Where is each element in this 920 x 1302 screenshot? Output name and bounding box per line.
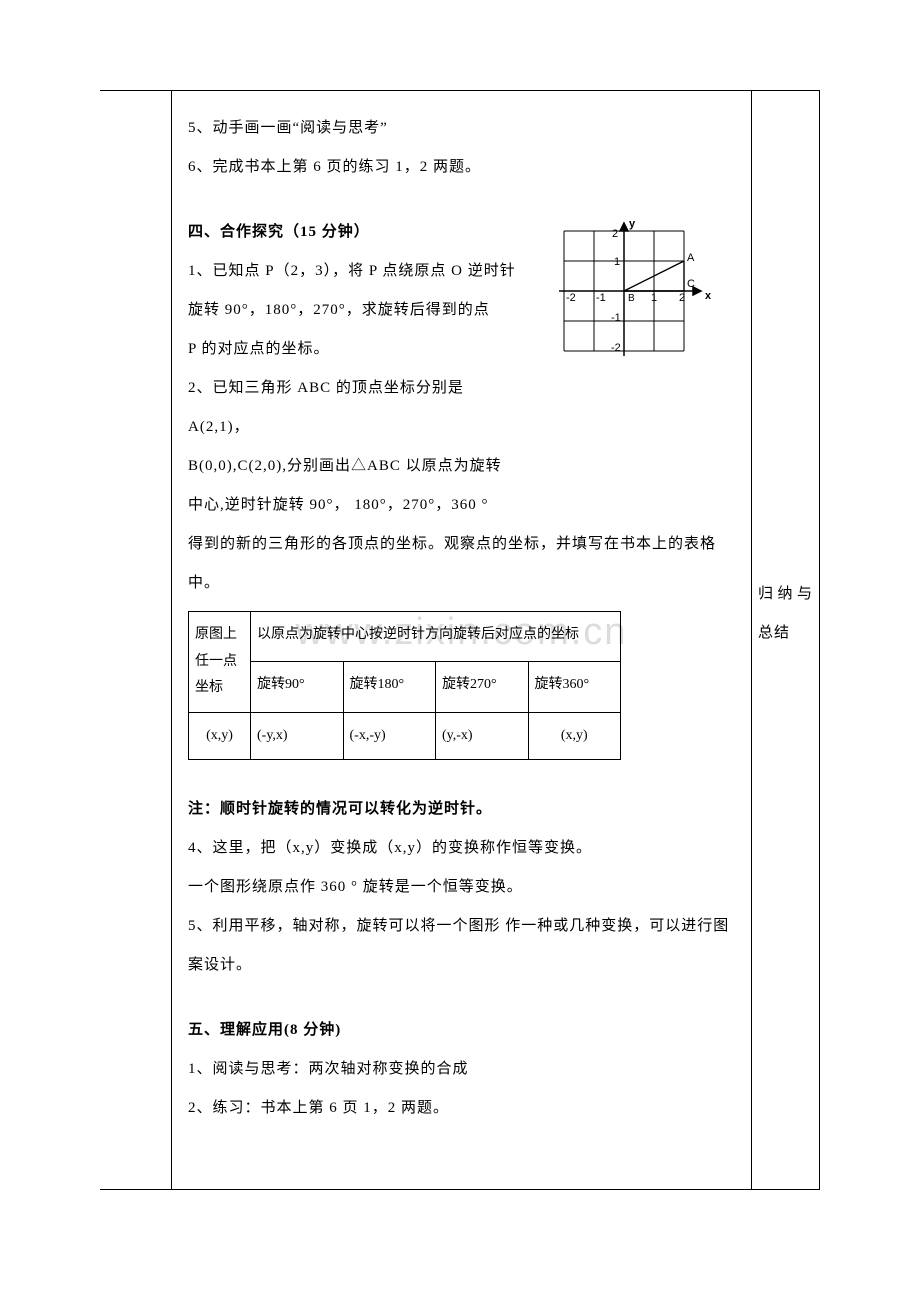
table-cell: 旋转270° xyxy=(436,662,529,712)
side-note: 归纳与总结 xyxy=(758,575,813,653)
axis-label-y: y xyxy=(629,221,636,230)
table-cell: 旋转180° xyxy=(343,662,436,712)
chart-svg: y x A B C -2 -1 1 2 2 1 -1 xyxy=(529,221,719,361)
table-cell: 旋转90° xyxy=(251,662,344,712)
tick-label: -2 xyxy=(566,292,576,304)
page: www.zixin.com.cn 5、动手画一画“阅读与思考” 6、完成书本上第… xyxy=(0,0,920,1302)
table-cell: 原图上任一点坐标 xyxy=(189,612,251,713)
body-text: 2、已知三角形 ABC 的顶点坐标分别是 A(2,1)， xyxy=(188,369,528,447)
axis-label-x: x xyxy=(705,290,712,302)
tick-label: -1 xyxy=(596,292,606,304)
table-cell: (x,y) xyxy=(189,712,251,760)
left-margin-column xyxy=(100,91,172,1189)
point-label-c: C xyxy=(687,278,695,290)
content-layer: 5、动手画一画“阅读与思考” 6、完成书本上第 6 页的练习 1，2 两题。 四… xyxy=(188,109,735,1128)
table-row: (x,y) (-y,x) (-x,-y) (y,-x) (x,y) xyxy=(189,712,621,760)
body-text: 中心,逆时针旋转 90°， 180°，270°，360 ° xyxy=(188,486,528,525)
problem-1-block: 1、已知点 P（2，3），将 P 点绕原点 O 逆时针 旋转 90°，180°，… xyxy=(188,252,528,525)
point-label-b: B xyxy=(628,293,635,304)
tick-label: 1 xyxy=(614,256,620,268)
right-margin-column: 归纳与总结 xyxy=(751,91,819,1189)
content-frame: www.zixin.com.cn 5、动手画一画“阅读与思考” 6、完成书本上第… xyxy=(100,90,820,1190)
body-text: 1、已知点 P（2，3），将 P 点绕原点 O 逆时针 xyxy=(188,252,528,291)
tick-label: -1 xyxy=(611,312,621,324)
body-text: 1、阅读与思考：两次轴对称变换的合成 xyxy=(188,1050,735,1089)
point-label-a: A xyxy=(687,252,695,264)
body-text: 旋转 90°，180°，270°，求旋转后得到的点 xyxy=(188,291,528,330)
body-text: 一个图形绕原点作 360 ° 旋转是一个恒等变换。 xyxy=(188,868,735,907)
body-text: P 的对应点的坐标。 xyxy=(188,330,528,369)
body-text: 2、练习：书本上第 6 页 1，2 两题。 xyxy=(188,1089,735,1128)
main-column: www.zixin.com.cn 5、动手画一画“阅读与思考” 6、完成书本上第… xyxy=(172,91,751,1189)
table-row: 旋转90° 旋转180° 旋转270° 旋转360° xyxy=(189,662,621,712)
table-cell: 旋转360° xyxy=(528,662,621,712)
tick-label: -2 xyxy=(611,342,621,354)
table-cell: (y,-x) xyxy=(436,712,529,760)
table-cell: (-y,x) xyxy=(251,712,344,760)
tick-label: 1 xyxy=(651,292,657,304)
body-text: 得到的新的三角形的各顶点的坐标。观察点的坐标，并填写在书本上的表格中。 xyxy=(188,525,735,603)
table-row: 原图上任一点坐标 以原点为旋转中心按逆时针方向旋转后对应点的坐标 xyxy=(189,612,621,662)
note-text: 注：顺时针旋转的情况可以转化为逆时针。 xyxy=(188,790,735,829)
coordinate-chart: y x A B C -2 -1 1 2 2 1 -1 xyxy=(529,221,719,361)
rotation-table: 原图上任一点坐标 以原点为旋转中心按逆时针方向旋转后对应点的坐标 旋转90° 旋… xyxy=(188,611,621,760)
table-with-sidenote: 原图上任一点坐标 以原点为旋转中心按逆时针方向旋转后对应点的坐标 旋转90° 旋… xyxy=(188,607,735,764)
table-cell: 以原点为旋转中心按逆时针方向旋转后对应点的坐标 xyxy=(251,612,621,662)
body-text: 4、这里，把（x,y）变换成（x,y）的变换称作恒等变换。 xyxy=(188,829,735,868)
tick-label: 2 xyxy=(679,292,685,304)
section-heading: 五、理解应用(8 分钟) xyxy=(188,1011,735,1050)
table-cell: (-x,-y) xyxy=(343,712,436,760)
list-item: 6、完成书本上第 6 页的练习 1，2 两题。 xyxy=(188,148,735,187)
table-cell: (x,y) xyxy=(528,712,621,760)
tick-label: 2 xyxy=(612,228,618,240)
body-text: B(0,0),C(2,0),分别画出△ABC 以原点为旋转 xyxy=(188,447,528,486)
body-text: 5、利用平移，轴对称，旋转可以将一个图形 作一种或几种变换，可以进行图案设计。 xyxy=(188,907,735,985)
list-item: 5、动手画一画“阅读与思考” xyxy=(188,109,735,148)
